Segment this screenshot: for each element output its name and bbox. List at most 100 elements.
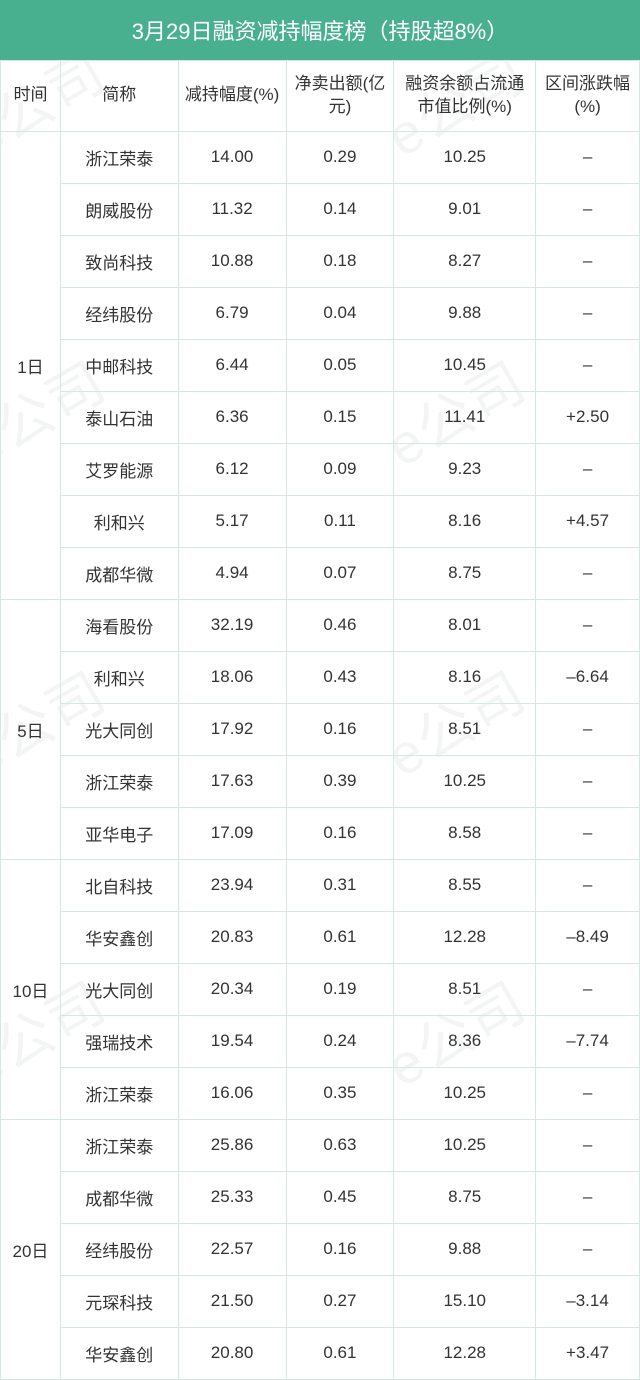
cell-sell: 0.19 (286, 963, 394, 1015)
cell-chg: – (536, 807, 640, 859)
cell-pct: 25.86 (178, 1119, 286, 1171)
cell-sell: 0.35 (286, 1067, 394, 1119)
cell-chg: – (536, 1171, 640, 1223)
cell-chg: +2.50 (536, 391, 640, 443)
cell-pct: 14.00 (178, 131, 286, 183)
cell-name: 亚华电子 (60, 807, 178, 859)
cell-chg: – (536, 183, 640, 235)
cell-sell: 0.46 (286, 599, 394, 651)
cell-ratio: 8.16 (394, 651, 536, 703)
table-row: 艾罗能源6.120.099.23– (1, 443, 640, 495)
cell-sell: 0.14 (286, 183, 394, 235)
cell-ratio: 8.51 (394, 963, 536, 1015)
cell-chg: –3.14 (536, 1275, 640, 1327)
cell-pct: 18.06 (178, 651, 286, 703)
cell-chg: – (536, 287, 640, 339)
cell-ratio: 8.36 (394, 1015, 536, 1067)
cell-ratio: 8.16 (394, 495, 536, 547)
cell-ratio: 12.28 (394, 911, 536, 963)
cell-time: 5日 (1, 599, 61, 859)
cell-name: 艾罗能源 (60, 443, 178, 495)
cell-chg: – (536, 599, 640, 651)
financing-reduction-table: 时间 简称 减持幅度(%) 净卖出额(亿元) 融资余额占流通市值比例(%) 区间… (0, 60, 640, 1380)
cell-sell: 0.18 (286, 235, 394, 287)
cell-chg: – (536, 859, 640, 911)
cell-pct: 6.44 (178, 339, 286, 391)
cell-sell: 0.31 (286, 859, 394, 911)
table-row: 利和兴5.170.118.16+4.57 (1, 495, 640, 547)
cell-sell: 0.05 (286, 339, 394, 391)
cell-chg: – (536, 339, 640, 391)
cell-sell: 0.16 (286, 1223, 394, 1275)
cell-chg: – (536, 131, 640, 183)
cell-sell: 0.29 (286, 131, 394, 183)
table-row: 5日海看股份32.190.468.01– (1, 599, 640, 651)
cell-ratio: 8.58 (394, 807, 536, 859)
table-row: 10日北自科技23.940.318.55– (1, 859, 640, 911)
table-row: 经纬股份6.790.049.88– (1, 287, 640, 339)
cell-pct: 19.54 (178, 1015, 286, 1067)
cell-name: 经纬股份 (60, 287, 178, 339)
cell-pct: 21.50 (178, 1275, 286, 1327)
cell-sell: 0.15 (286, 391, 394, 443)
cell-ratio: 8.51 (394, 703, 536, 755)
cell-ratio: 11.41 (394, 391, 536, 443)
cell-name: 元琛科技 (60, 1275, 178, 1327)
cell-pct: 20.83 (178, 911, 286, 963)
cell-chg: +3.47 (536, 1327, 640, 1379)
table-row: 致尚科技10.880.188.27– (1, 235, 640, 287)
cell-name: 利和兴 (60, 651, 178, 703)
cell-time: 1日 (1, 131, 61, 599)
cell-pct: 20.80 (178, 1327, 286, 1379)
cell-name: 中邮科技 (60, 339, 178, 391)
cell-sell: 0.61 (286, 1327, 394, 1379)
col-header-ratio: 融资余额占流通市值比例(%) (394, 61, 536, 132)
cell-time: 20日 (1, 1119, 61, 1379)
table-row: 亚华电子17.090.168.58– (1, 807, 640, 859)
cell-ratio: 10.45 (394, 339, 536, 391)
cell-chg: –7.74 (536, 1015, 640, 1067)
cell-name: 浙江荣泰 (60, 1067, 178, 1119)
cell-chg: – (536, 963, 640, 1015)
cell-name: 成都华微 (60, 547, 178, 599)
cell-ratio: 9.23 (394, 443, 536, 495)
cell-pct: 6.79 (178, 287, 286, 339)
table-row: 浙江荣泰17.630.3910.25– (1, 755, 640, 807)
cell-sell: 0.16 (286, 807, 394, 859)
cell-sell: 0.27 (286, 1275, 394, 1327)
cell-ratio: 8.55 (394, 859, 536, 911)
cell-sell: 0.09 (286, 443, 394, 495)
cell-pct: 6.12 (178, 443, 286, 495)
cell-name: 浙江荣泰 (60, 131, 178, 183)
cell-sell: 0.61 (286, 911, 394, 963)
cell-name: 北自科技 (60, 859, 178, 911)
cell-chg: – (536, 443, 640, 495)
cell-chg: – (536, 755, 640, 807)
cell-pct: 25.33 (178, 1171, 286, 1223)
cell-pct: 17.63 (178, 755, 286, 807)
table-row: 光大同创20.340.198.51– (1, 963, 640, 1015)
table-row: 20日浙江荣泰25.860.6310.25– (1, 1119, 640, 1171)
cell-chg: –6.64 (536, 651, 640, 703)
cell-ratio: 9.88 (394, 287, 536, 339)
cell-time: 10日 (1, 859, 61, 1119)
table-row: 经纬股份22.570.169.88– (1, 1223, 640, 1275)
col-header-time: 时间 (1, 61, 61, 132)
col-header-pct: 减持幅度(%) (178, 61, 286, 132)
cell-chg: – (536, 1067, 640, 1119)
cell-ratio: 10.25 (394, 131, 536, 183)
cell-ratio: 10.25 (394, 1119, 536, 1171)
col-header-sell: 净卖出额(亿元) (286, 61, 394, 132)
cell-pct: 20.34 (178, 963, 286, 1015)
table-row: 泰山石油6.360.1511.41+2.50 (1, 391, 640, 443)
cell-ratio: 8.01 (394, 599, 536, 651)
cell-name: 朗威股份 (60, 183, 178, 235)
cell-chg: – (536, 1223, 640, 1275)
cell-sell: 0.39 (286, 755, 394, 807)
cell-name: 华安鑫创 (60, 911, 178, 963)
cell-sell: 0.43 (286, 651, 394, 703)
cell-name: 成都华微 (60, 1171, 178, 1223)
table-row: 光大同创17.920.168.51– (1, 703, 640, 755)
table-row: 1日浙江荣泰14.000.2910.25– (1, 131, 640, 183)
cell-ratio: 10.25 (394, 755, 536, 807)
